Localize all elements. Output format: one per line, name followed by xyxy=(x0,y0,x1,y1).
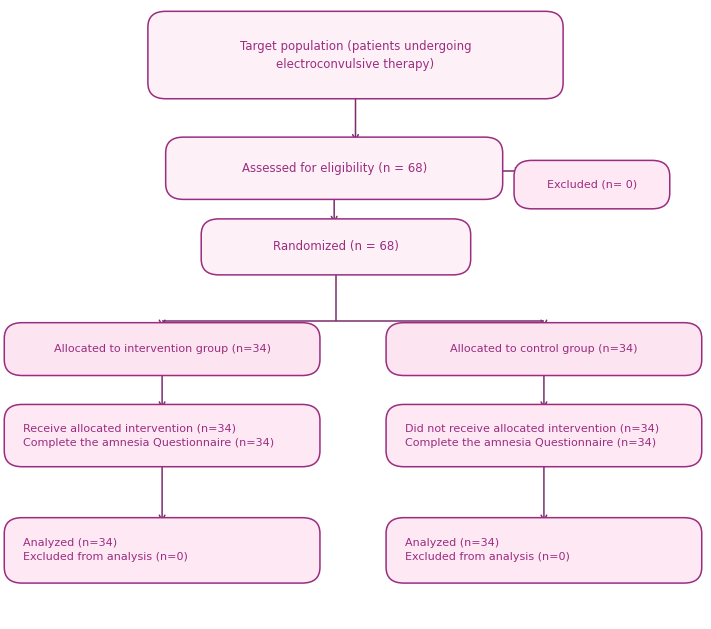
FancyBboxPatch shape xyxy=(386,404,702,467)
Text: Analyzed (n=34)
Excluded from analysis (n=0): Analyzed (n=34) Excluded from analysis (… xyxy=(23,538,188,562)
FancyBboxPatch shape xyxy=(166,137,503,199)
FancyBboxPatch shape xyxy=(201,219,471,275)
Text: Target population (patients undergoing
electroconvulsive therapy): Target population (patients undergoing e… xyxy=(240,40,471,70)
FancyBboxPatch shape xyxy=(386,518,702,583)
FancyBboxPatch shape xyxy=(4,518,320,583)
Text: Randomized (n = 68): Randomized (n = 68) xyxy=(273,240,399,253)
Text: Assessed for eligibility (n = 68): Assessed for eligibility (n = 68) xyxy=(242,162,427,175)
Text: Excluded (n= 0): Excluded (n= 0) xyxy=(547,180,637,189)
FancyBboxPatch shape xyxy=(4,323,320,376)
FancyBboxPatch shape xyxy=(386,323,702,376)
Text: Receive allocated intervention (n=34)
Complete the amnesia Questionnaire (n=34): Receive allocated intervention (n=34) Co… xyxy=(23,423,274,448)
Text: Allocated to control group (n=34): Allocated to control group (n=34) xyxy=(450,344,638,354)
FancyBboxPatch shape xyxy=(514,160,670,209)
FancyBboxPatch shape xyxy=(4,404,320,467)
Text: Analyzed (n=34)
Excluded from analysis (n=0): Analyzed (n=34) Excluded from analysis (… xyxy=(405,538,570,562)
FancyBboxPatch shape xyxy=(148,11,563,99)
Text: Allocated to intervention group (n=34): Allocated to intervention group (n=34) xyxy=(53,344,271,354)
Text: Did not receive allocated intervention (n=34)
Complete the amnesia Questionnaire: Did not receive allocated intervention (… xyxy=(405,423,659,448)
